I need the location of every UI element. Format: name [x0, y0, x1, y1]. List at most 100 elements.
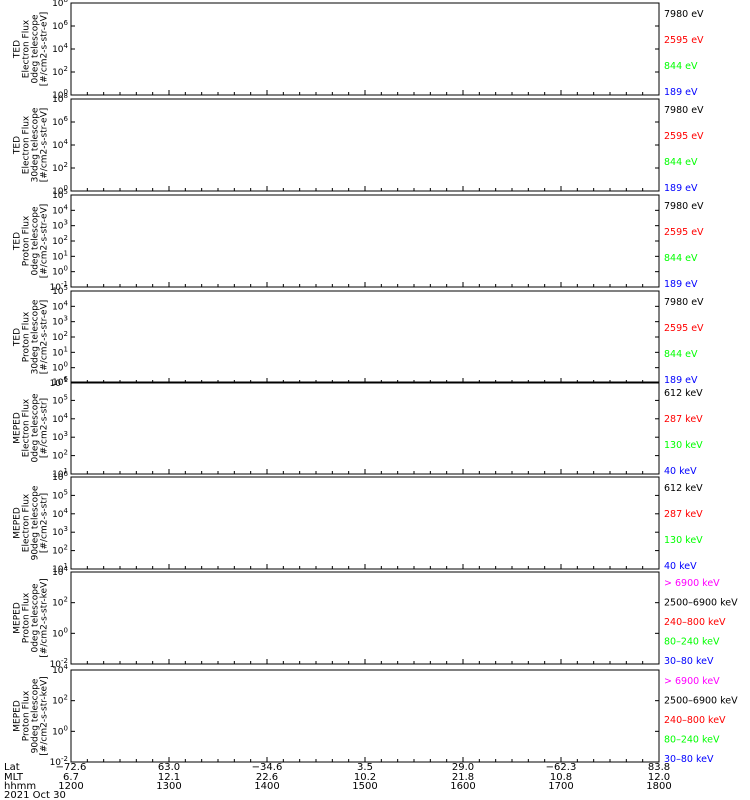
legend-entry: 844 eV — [664, 253, 698, 264]
y-tick-label: 104 — [52, 138, 68, 151]
y-axis-label: MEPEDElectron Flux90deg telescope[#/cm2-… — [13, 485, 50, 560]
legend-entry: 287 keV — [664, 414, 703, 425]
x-tick-label-mlt: 22.6 — [256, 772, 278, 783]
legend-entry: 7980 eV — [664, 105, 704, 116]
y-tick-label: 104 — [52, 565, 68, 578]
panel-frame — [70, 98, 660, 192]
legend-entry: 2595 eV — [664, 323, 704, 334]
legend-entry: 189 eV — [664, 87, 698, 98]
y-tick-label: 102 — [52, 234, 68, 247]
legend-entry: 612 keV — [664, 388, 703, 399]
x-tick-label-lat: 29.0 — [452, 762, 474, 773]
x-tick-label-hhmm: 1500 — [352, 781, 377, 792]
x-tick-label-mlt: 12.0 — [648, 772, 670, 783]
legend-entry: 844 eV — [664, 349, 698, 360]
legend-entry: 240–800 keV — [664, 715, 726, 726]
x-tick-label-lat: −34.6 — [252, 762, 283, 773]
y-axis-label: TEDElectron Flux30deg telescope[#/cm2-s-… — [13, 107, 50, 182]
legend-entry: 2595 eV — [664, 227, 704, 238]
y-tick-label: 10-1 — [50, 376, 68, 389]
panel-frame — [70, 381, 660, 475]
legend-entry: 7980 eV — [664, 201, 704, 212]
legend-entry: 2500–6900 keV — [664, 696, 738, 707]
panel-frame — [70, 476, 660, 570]
y-tick-label: 104 — [52, 42, 68, 55]
legend-entry: 287 keV — [664, 509, 703, 520]
y-tick-label: 10-2 — [50, 657, 68, 670]
x-tick-label-hhmm: 1600 — [450, 781, 475, 792]
y-tick-label: 105 — [52, 488, 68, 501]
y-tick-label: 100 — [52, 184, 68, 197]
legend-entry: 80–240 keV — [664, 735, 720, 746]
x-tick-label-hhmm: 1400 — [254, 781, 279, 792]
legend-entry: 844 eV — [664, 157, 698, 168]
x-tick-label-hhmm: 1800 — [646, 781, 671, 792]
y-tick-label: 10-2 — [50, 755, 68, 768]
x-tick-label-lat: −72.6 — [56, 762, 87, 773]
legend-entry: 2595 eV — [664, 35, 704, 46]
panel-frame — [70, 194, 660, 288]
y-tick-label: 104 — [52, 663, 68, 676]
x-tick-label-hhmm: 1200 — [58, 781, 83, 792]
legend-entry: 189 eV — [664, 279, 698, 290]
y-tick-label: 105 — [52, 393, 68, 406]
legend-entry: 844 eV — [664, 61, 698, 72]
y-tick-label: 100 — [52, 88, 68, 101]
y-tick-label: 103 — [52, 430, 68, 443]
y-axis-label: TEDElectron Flux0deg telescope[#/cm2-s-s… — [13, 12, 50, 87]
x-tick-label-hhmm: 1300 — [156, 781, 181, 792]
legend-entry: 189 eV — [664, 183, 698, 194]
y-tick-label: 100 — [52, 626, 68, 639]
y-tick-label: 102 — [52, 65, 68, 78]
legend-entry: 240–800 keV — [664, 617, 726, 628]
legend-entry: > 6900 keV — [664, 676, 720, 687]
x-row-label-lat: Lat — [4, 762, 20, 773]
y-tick-label: 100 — [52, 361, 68, 374]
y-tick-label: 104 — [52, 203, 68, 216]
legend-entry: 40 keV — [664, 466, 697, 477]
legend-entry: 7980 eV — [664, 9, 704, 20]
y-axis-label: TEDProton Flux0deg telescope[#/cm2-s-str… — [13, 204, 50, 279]
legend-entry: 7980 eV — [664, 297, 704, 308]
x-row-label-hhmm: hhmm — [4, 781, 36, 792]
y-tick-label: 104 — [52, 507, 68, 520]
y-tick-label: 101 — [52, 345, 68, 358]
y-tick-label: 106 — [52, 19, 68, 32]
legend-entry: 189 eV — [664, 375, 698, 386]
y-tick-label: 106 — [52, 470, 68, 483]
legend-entry: 80–240 keV — [664, 637, 720, 648]
legend-entry: 40 keV — [664, 561, 697, 572]
y-tick-label: 101 — [52, 467, 68, 480]
x-date-label: 2021 Oct 30 — [4, 790, 66, 800]
x-tick-label-mlt: 6.7 — [63, 772, 79, 783]
x-tick-label-mlt: 10.8 — [550, 772, 572, 783]
y-tick-label: 104 — [52, 412, 68, 425]
legend-entry: 30–80 keV — [664, 656, 714, 667]
legend-entry: > 6900 keV — [664, 578, 720, 589]
legend-entry: 2595 eV — [664, 131, 704, 142]
y-tick-label: 10-1 — [50, 280, 68, 293]
y-axis-label: MEPEDProton Flux0deg telescope[#/cm2-s-s… — [13, 578, 50, 657]
x-tick-label-lat: 3.5 — [357, 762, 373, 773]
y-tick-label: 102 — [52, 161, 68, 174]
y-tick-label: 108 — [52, 92, 68, 105]
y-axis-label: TEDProton Flux30deg telescope[#/cm2-s-st… — [13, 299, 50, 374]
y-tick-label: 101 — [52, 562, 68, 575]
y-tick-label: 103 — [52, 219, 68, 232]
x-tick-label-mlt: 10.2 — [354, 772, 376, 783]
panel-frame — [70, 669, 660, 763]
panel-frame — [70, 571, 660, 665]
y-tick-label: 102 — [52, 694, 68, 707]
x-row-label-mlt: MLT — [4, 772, 24, 783]
x-tick-label-lat: 83.8 — [648, 762, 670, 773]
